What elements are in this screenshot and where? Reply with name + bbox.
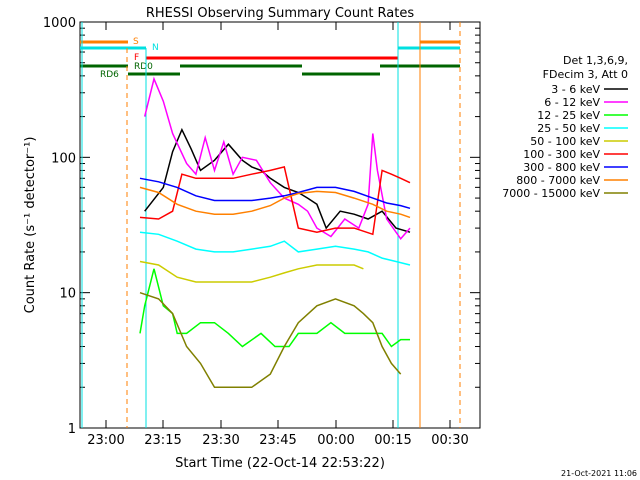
series-line-6 [139,177,411,210]
flag-label-n: N [152,43,159,53]
x-tick-label: 23:15 [144,433,181,448]
flag-label-rd0: RD0 [134,62,153,72]
series-line-0 [144,127,411,233]
chart-title: RHESSI Observing Summary Count Rates [146,6,415,21]
legend-entry-label: 3 - 6 keV [551,83,600,96]
y-tick-label: 1 [68,422,76,437]
legend-entry-label: 7000 - 15000 keV [502,187,600,200]
legend-header-detectors: Det 1,3,6,9, [563,54,628,67]
x-tick-label: 00:00 [317,433,354,448]
series-line-5 [139,165,411,236]
x-tick-label: 00:15 [374,433,411,448]
y-axis-label: Count Rate (s⁻¹ detector⁻¹) [23,137,38,314]
legend-entry-label: 800 - 7000 keV [516,174,600,187]
y-tick-label: 1000 [43,16,76,31]
x-axis-label: Start Time (22-Oct-14 22:53:22) [175,456,385,471]
legend-entry-label: 6 - 12 keV [544,96,600,109]
flag-label-f: F [134,53,139,63]
plot-frame [79,21,481,429]
series-line-2 [139,268,410,348]
legend-entry-label: 100 - 300 keV [523,148,600,161]
flag-label-rd6: RD6 [100,70,119,80]
series-line-1 [143,76,411,241]
series-lines [139,76,411,389]
y-tick-label: 10 [59,287,76,302]
x-tick-label: 00:30 [431,433,468,448]
y-tick-label: 100 [51,151,76,166]
axis-ticks: 23:00 23:15 23:30 23:45 00:00 00:15 00:30 1 10 10… [43,16,480,448]
series-line-7 [139,186,411,219]
legend-entry-label: 300 - 800 keV [523,161,600,174]
x-tick-label: 23:45 [259,433,296,448]
legend-entry-label: 25 - 50 keV [537,122,600,135]
flag-label-s: S [133,37,139,47]
series-line-3 [139,231,411,266]
x-tick-label: 23:00 [87,433,124,448]
series-line-4 [139,260,364,283]
legend-header-decimation: FDecim 3, Att 0 [543,68,628,81]
legend-entry-label: 50 - 100 keV [530,135,600,148]
series-line-8 [139,291,402,389]
footer-date: 21-Oct-2021 11:06 [561,469,637,478]
x-tick-label: 23:30 [202,433,239,448]
legend-entry-label: 12 - 25 keV [537,109,600,122]
